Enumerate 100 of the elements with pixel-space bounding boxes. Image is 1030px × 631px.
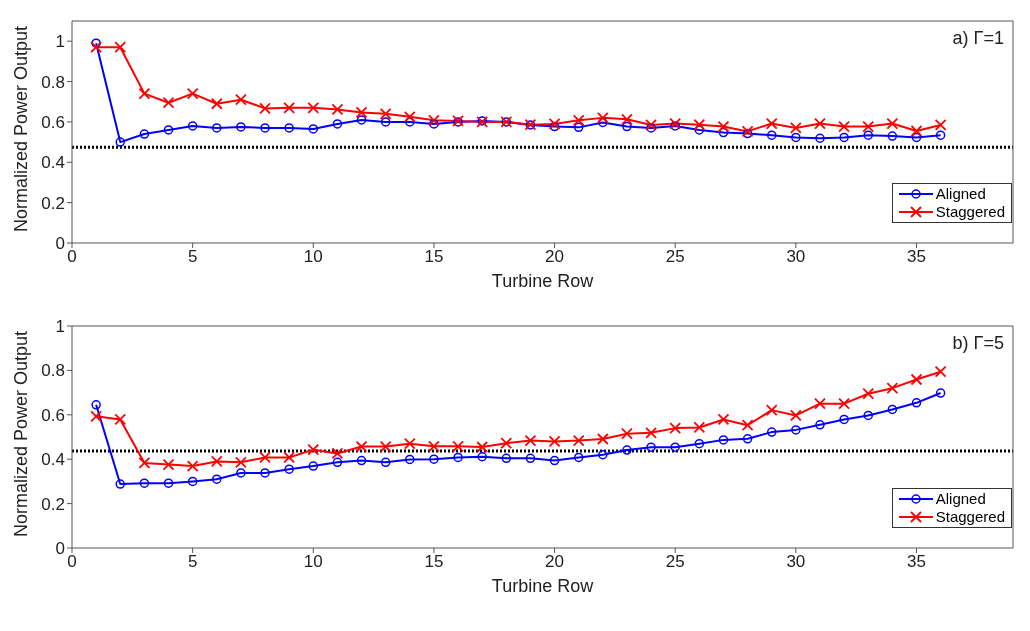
point bbox=[886, 382, 899, 395]
y-axis-title: Normalized Power Output bbox=[11, 25, 32, 232]
point bbox=[669, 422, 682, 435]
point bbox=[862, 387, 875, 400]
point bbox=[187, 121, 198, 131]
point bbox=[791, 132, 801, 143]
point bbox=[331, 447, 344, 460]
point bbox=[403, 437, 416, 450]
x-tick-label: 20 bbox=[545, 247, 565, 267]
point bbox=[90, 410, 103, 423]
point bbox=[718, 127, 729, 138]
point bbox=[500, 437, 513, 450]
point bbox=[596, 433, 609, 445]
point bbox=[886, 117, 899, 130]
x-tick-label: 15 bbox=[424, 247, 444, 267]
point bbox=[356, 115, 367, 125]
point bbox=[717, 413, 730, 426]
point bbox=[235, 456, 247, 469]
point bbox=[260, 468, 270, 478]
y-axis-title: Normalized Power Output bbox=[11, 330, 32, 537]
point bbox=[718, 435, 729, 445]
point bbox=[453, 452, 463, 463]
point bbox=[236, 468, 246, 478]
point bbox=[814, 117, 826, 130]
point bbox=[501, 453, 512, 464]
point bbox=[91, 400, 101, 410]
point bbox=[403, 110, 416, 123]
point bbox=[428, 114, 440, 127]
y-tick-label: 0.6 bbox=[41, 405, 65, 425]
point bbox=[839, 132, 849, 143]
point bbox=[308, 461, 319, 471]
point bbox=[622, 121, 632, 132]
point bbox=[163, 125, 174, 135]
point bbox=[235, 93, 247, 106]
point bbox=[477, 452, 487, 462]
point bbox=[814, 397, 826, 410]
point bbox=[694, 438, 705, 449]
point bbox=[429, 454, 439, 464]
point bbox=[766, 130, 777, 140]
point bbox=[863, 410, 873, 421]
point bbox=[356, 455, 367, 466]
legend-label: Aligned bbox=[935, 490, 986, 508]
point bbox=[573, 452, 584, 463]
point bbox=[862, 120, 875, 133]
point bbox=[621, 113, 633, 126]
point bbox=[838, 120, 850, 133]
point bbox=[162, 96, 175, 109]
point bbox=[332, 457, 343, 468]
x-tick-label: 35 bbox=[907, 552, 926, 572]
y-tick-label: 0.6 bbox=[41, 112, 65, 132]
point bbox=[525, 453, 536, 464]
point bbox=[90, 41, 103, 54]
point bbox=[308, 124, 319, 134]
point bbox=[260, 123, 270, 133]
point bbox=[789, 122, 802, 134]
point bbox=[163, 478, 174, 488]
point bbox=[548, 435, 561, 448]
point bbox=[307, 101, 320, 114]
x-tick-label: 10 bbox=[303, 247, 323, 267]
y-tick-label: 0.2 bbox=[41, 494, 65, 514]
y-tick-label: 0 bbox=[55, 539, 65, 559]
point bbox=[693, 421, 706, 434]
point bbox=[210, 97, 223, 110]
x-tick-label: 20 bbox=[545, 552, 565, 572]
point bbox=[212, 123, 222, 133]
point bbox=[284, 464, 294, 474]
point bbox=[646, 442, 656, 452]
point bbox=[405, 117, 415, 127]
x-tick-label: 5 bbox=[187, 247, 198, 267]
point bbox=[621, 427, 633, 440]
point bbox=[259, 451, 271, 464]
point bbox=[573, 122, 584, 133]
point bbox=[598, 450, 608, 460]
point bbox=[259, 102, 271, 115]
annotation: a) Γ=1 bbox=[952, 28, 1004, 49]
point bbox=[863, 130, 873, 140]
legend-label: Staggered bbox=[935, 203, 1005, 221]
point bbox=[549, 455, 560, 466]
y-tick-label: 1 bbox=[55, 32, 65, 52]
point bbox=[646, 123, 656, 133]
point bbox=[596, 111, 609, 124]
x-tick-label: 30 bbox=[786, 552, 806, 572]
y-tick-label: 0.8 bbox=[41, 72, 65, 92]
point bbox=[524, 434, 537, 447]
y-tick-label: 0.4 bbox=[41, 153, 65, 173]
point bbox=[645, 426, 657, 439]
point bbox=[670, 442, 680, 452]
y-tick-label: 0 bbox=[55, 234, 65, 254]
point bbox=[934, 365, 947, 378]
point bbox=[476, 441, 489, 453]
point bbox=[693, 118, 706, 131]
point bbox=[815, 420, 825, 430]
point bbox=[887, 131, 898, 141]
point bbox=[572, 114, 585, 127]
point bbox=[670, 121, 680, 131]
x-axis-title: Turbine Row bbox=[491, 576, 595, 596]
point bbox=[911, 132, 922, 143]
point bbox=[815, 133, 825, 144]
annotation: b) Γ=5 bbox=[952, 333, 1004, 354]
point bbox=[115, 137, 126, 147]
